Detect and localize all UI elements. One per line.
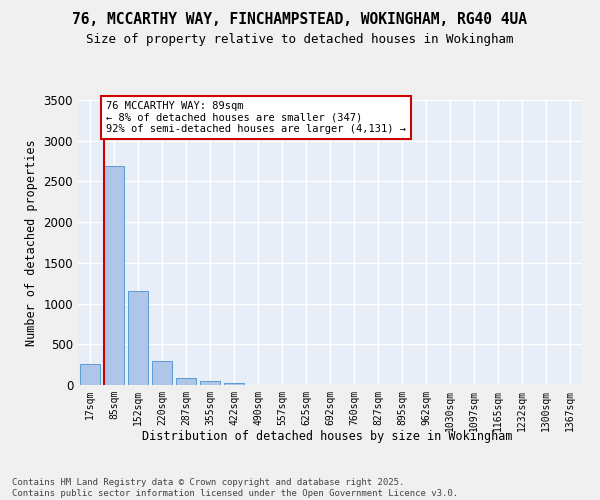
Y-axis label: Number of detached properties: Number of detached properties <box>25 139 38 346</box>
Bar <box>80 364 100 385</box>
Bar <box>224 382 244 385</box>
Bar <box>200 380 220 385</box>
Bar <box>104 166 124 385</box>
Text: Size of property relative to detached houses in Wokingham: Size of property relative to detached ho… <box>86 32 514 46</box>
Bar <box>152 362 172 385</box>
Bar <box>128 290 148 385</box>
Bar <box>176 378 196 385</box>
Text: 76 MCCARTHY WAY: 89sqm
← 8% of detached houses are smaller (347)
92% of semi-det: 76 MCCARTHY WAY: 89sqm ← 8% of detached … <box>106 101 406 134</box>
Text: Contains HM Land Registry data © Crown copyright and database right 2025.
Contai: Contains HM Land Registry data © Crown c… <box>12 478 458 498</box>
Text: Distribution of detached houses by size in Wokingham: Distribution of detached houses by size … <box>142 430 512 443</box>
Text: 76, MCCARTHY WAY, FINCHAMPSTEAD, WOKINGHAM, RG40 4UA: 76, MCCARTHY WAY, FINCHAMPSTEAD, WOKINGH… <box>73 12 527 28</box>
